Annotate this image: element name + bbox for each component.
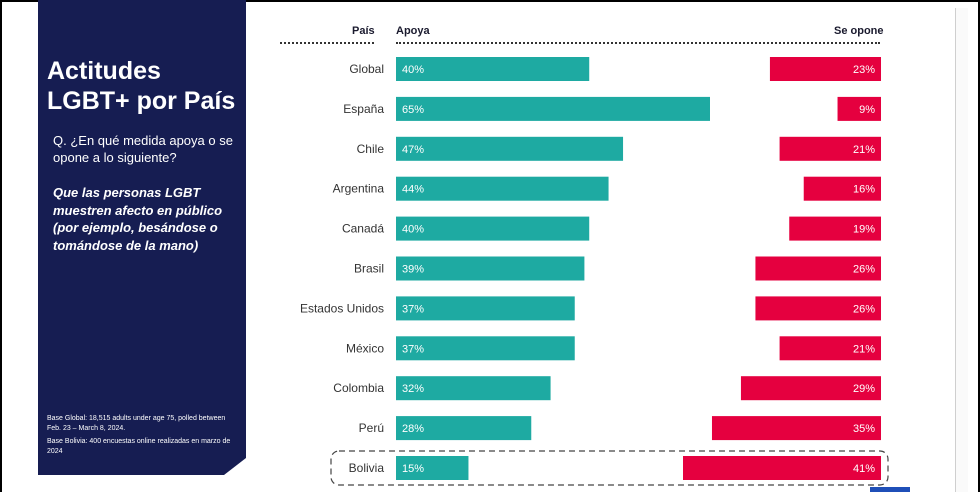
- support-bar-peru: [396, 416, 532, 441]
- support-value-colombia: 32%: [402, 383, 424, 395]
- support-bar-chile: [396, 136, 624, 161]
- country-label-peru: Perú: [359, 421, 384, 435]
- country-label-espana: España: [343, 102, 384, 116]
- support-bar-argentina: [396, 176, 609, 201]
- country-label-colombia: Colombia: [333, 381, 384, 395]
- oppose-value-mexico: 21%: [853, 343, 875, 355]
- oppose-value-global: 23%: [853, 64, 875, 76]
- country-label-global: Global: [349, 62, 384, 76]
- oppose-bar-bolivia: [683, 456, 881, 480]
- oppose-bar-canada: [789, 216, 881, 241]
- oppose-bar-estados-unidos: [755, 296, 881, 321]
- support-value-estados-unidos: 37%: [402, 303, 424, 315]
- oppose-value-chile: 21%: [853, 144, 875, 156]
- oppose-value-peru: 35%: [853, 423, 875, 435]
- oppose-bar-espana: [837, 96, 881, 121]
- oppose-value-brasil: 26%: [853, 264, 875, 276]
- support-bar-bolivia: [396, 456, 469, 480]
- support-value-brasil: 39%: [402, 264, 424, 276]
- header-divider-country: [280, 42, 374, 44]
- support-bar-canada: [396, 216, 590, 241]
- support-value-mexico: 37%: [402, 343, 424, 355]
- support-bar-estados-unidos: [396, 296, 575, 321]
- survey-statement: Que las personas LGBT muestren afecto en…: [53, 185, 223, 253]
- support-value-peru: 28%: [402, 423, 424, 435]
- oppose-bar-brasil: [755, 256, 881, 281]
- header-divider-values: [396, 42, 880, 44]
- base-note-bolivia: Base Bolivia: 400 encuestas online reali…: [47, 438, 231, 455]
- support-value-argentina: 44%: [402, 184, 424, 196]
- oppose-value-bolivia: 41%: [853, 463, 875, 475]
- side-panel-background: [38, 0, 246, 475]
- support-bar-global: [396, 57, 590, 81]
- support-value-espana: 65%: [402, 104, 424, 116]
- oppose-bar-chile: [779, 136, 881, 161]
- page-title: Actitudes LGBT+ por País: [47, 57, 236, 115]
- column-header-oppose: Se opone: [834, 25, 884, 37]
- support-bar-espana: [396, 96, 710, 121]
- side-panel-shape: [38, 0, 246, 475]
- oppose-bar-argentina: [803, 176, 881, 201]
- oppose-bar-mexico: [779, 336, 881, 361]
- oppose-bar-colombia: [740, 376, 881, 401]
- highlight-box-bolivia: [330, 450, 889, 486]
- window-right-edge: [978, 0, 980, 492]
- support-value-canada: 40%: [402, 224, 424, 236]
- support-value-bolivia: 15%: [402, 463, 424, 475]
- country-label-bolivia: Bolivia: [349, 461, 385, 475]
- support-bar-colombia: [396, 376, 551, 401]
- side-panel: Actitudes LGBT+ por País Q. ¿En qué medi…: [38, 0, 246, 475]
- country-label-brasil: Brasil: [354, 262, 384, 276]
- oppose-value-canada: 19%: [853, 224, 875, 236]
- oppose-bar-global: [769, 57, 881, 81]
- scrollbar-track[interactable]: [955, 8, 968, 492]
- oppose-value-colombia: 29%: [853, 383, 875, 395]
- country-label-mexico: México: [346, 341, 384, 355]
- column-header-support: Apoya: [396, 25, 430, 37]
- support-bar-brasil: [396, 256, 585, 281]
- base-note-global: Base Global: 18,515 adults under age 75,…: [47, 415, 226, 432]
- support-value-global: 40%: [402, 64, 424, 76]
- country-label-chile: Chile: [357, 142, 385, 156]
- survey-question: Q. ¿En qué medida apoya o se opone a lo …: [53, 133, 233, 165]
- oppose-value-estados-unidos: 26%: [853, 303, 875, 315]
- window-left-edge: [0, 0, 2, 492]
- column-header-country: País: [352, 25, 375, 37]
- oppose-bar-peru: [711, 416, 881, 441]
- country-label-argentina: Argentina: [333, 182, 385, 196]
- window-top-edge: [0, 0, 980, 2]
- page-corner-accent: [870, 487, 910, 492]
- oppose-value-argentina: 16%: [853, 184, 875, 196]
- country-label-estados-unidos: Estados Unidos: [300, 301, 384, 315]
- support-value-chile: 47%: [402, 144, 424, 156]
- oppose-value-espana: 9%: [859, 104, 875, 116]
- country-label-canada: Canadá: [342, 222, 384, 236]
- support-bar-mexico: [396, 336, 575, 361]
